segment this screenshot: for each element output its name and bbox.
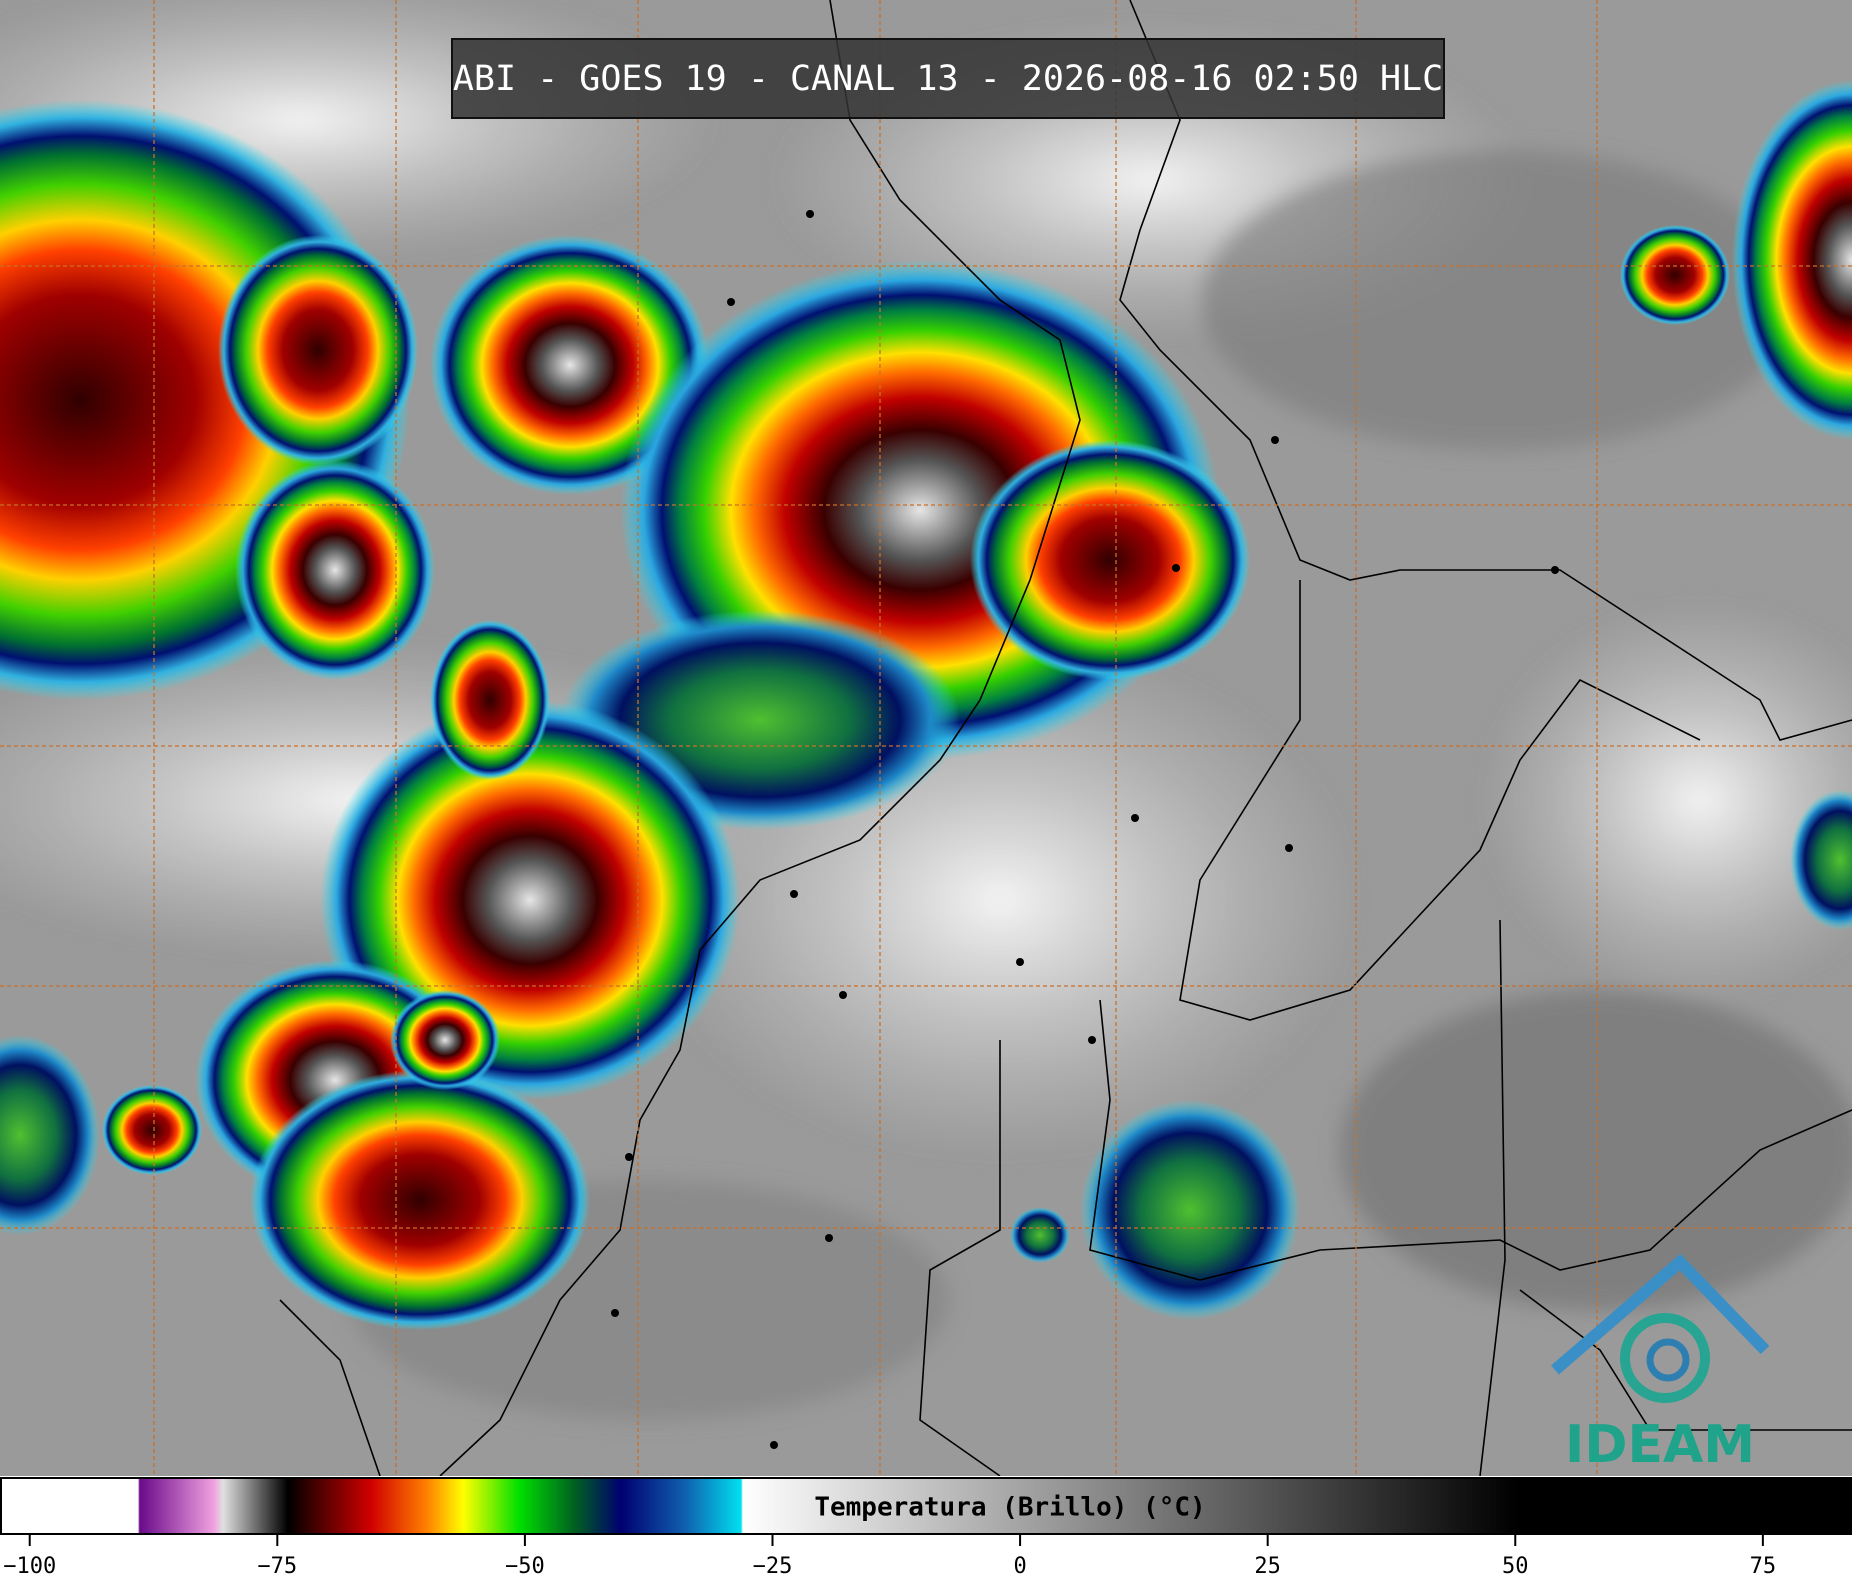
colorbar (0, 1477, 1852, 1535)
logo: IDEAM (1551, 1253, 1770, 1475)
colorbar-ticks: −100 −75 −50 −25 0 25 50 75 (3, 1534, 1776, 1577)
graticule (0, 0, 1852, 1476)
tick-label: −25 (753, 1554, 793, 1577)
borders (279, 0, 1852, 1477)
tick-label: 25 (1254, 1554, 1281, 1577)
cities (611, 210, 1559, 1449)
title-box (451, 38, 1445, 119)
tick-label: 75 (1750, 1554, 1777, 1577)
tick-label: −100 (3, 1554, 56, 1577)
tick-label: −75 (257, 1554, 297, 1577)
tick-label: −50 (505, 1554, 545, 1577)
colorbar-label: Temperatura (Brillo) (°C) (814, 1493, 1205, 1523)
tick-label: 50 (1502, 1554, 1529, 1577)
title: ABI - GOES 19 - CANAL 13 - 2026-08-16 02… (453, 59, 1443, 99)
storm-cells (0, 80, 1852, 1330)
tick-label: 0 (1013, 1554, 1026, 1577)
logo-text: IDEAM (1565, 1415, 1755, 1475)
